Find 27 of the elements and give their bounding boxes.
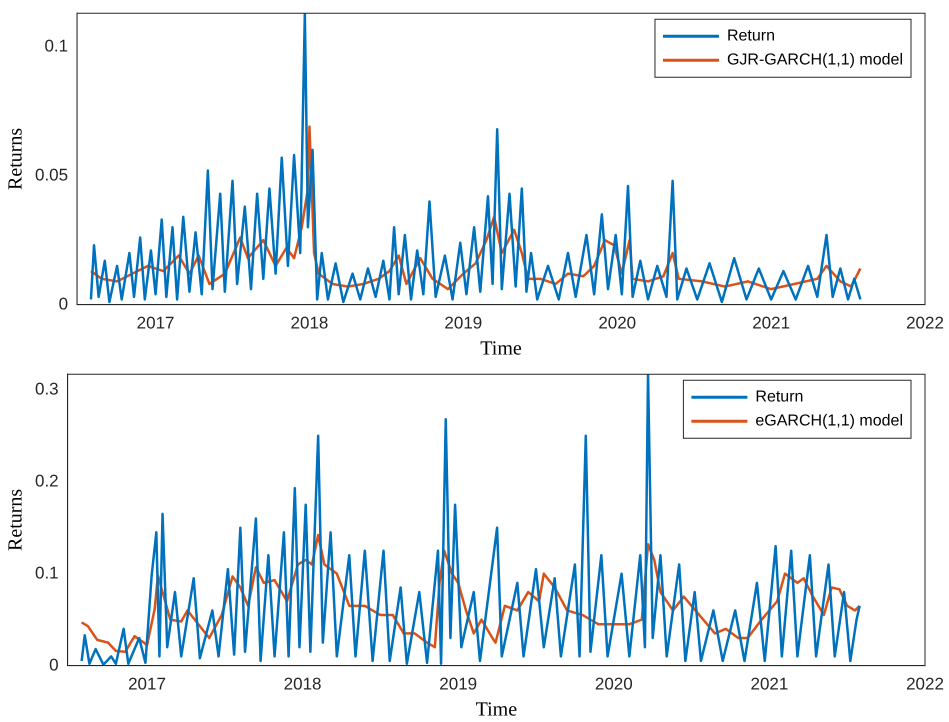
legend-label: GJR-GARCH(1,1) model — [726, 52, 903, 69]
y-axis-title: Returns — [4, 128, 26, 190]
x-tick-label: 2018 — [284, 674, 322, 694]
x-tick-label: 2019 — [444, 313, 482, 332]
x-axis-title: Time — [476, 698, 518, 720]
y-tick-label: 0.2 — [34, 471, 59, 490]
legend-label: eGARCH(1,1) model — [755, 412, 904, 430]
x-tick-label: 2022 — [906, 313, 944, 332]
y-tick-label: 0 — [49, 655, 59, 674]
y-tick-label: 0.1 — [44, 36, 68, 56]
y-tick-label: 0.1 — [34, 563, 59, 582]
x-tick-label: 2021 — [750, 674, 788, 694]
x-tick-label: 2020 — [594, 674, 633, 694]
x-axis-title: Time — [480, 337, 522, 360]
x-tick-label: 2019 — [439, 674, 478, 694]
y-axis-title: Returns — [4, 488, 26, 552]
x-tick-label: 2020 — [598, 313, 636, 332]
y-tick-label: 0 — [58, 294, 68, 314]
y-tick-label: 0.05 — [34, 165, 68, 184]
x-tick-label: 2022 — [906, 674, 944, 694]
y-tick-label: 0.3 — [34, 380, 59, 399]
x-tick-label: 2017 — [136, 313, 174, 332]
x-tick-label: 2021 — [752, 313, 790, 332]
x-tick-label: 2017 — [128, 674, 166, 694]
legend-label: Return — [726, 28, 775, 45]
x-tick-label: 2018 — [290, 313, 328, 332]
legend-label: Return — [755, 388, 804, 406]
